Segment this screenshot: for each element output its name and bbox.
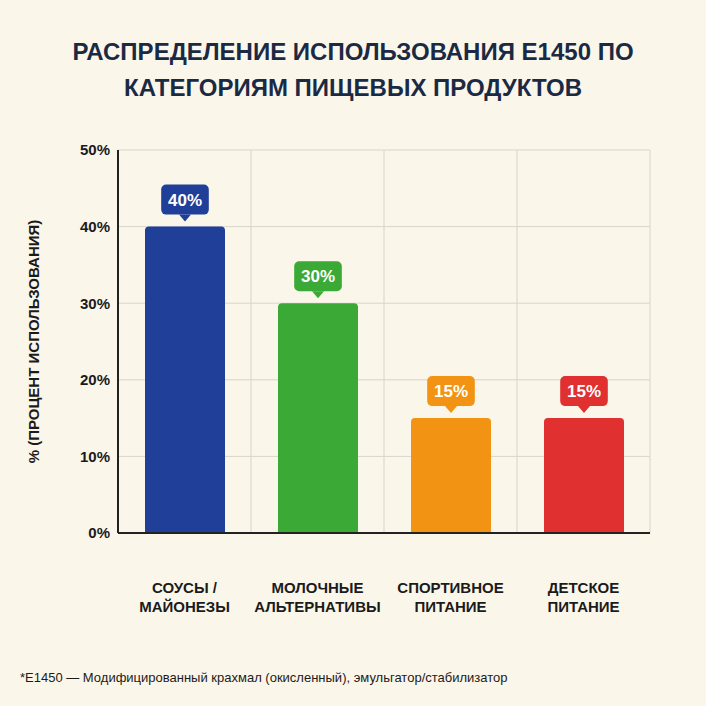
svg-text:15%: 15% xyxy=(567,382,601,401)
html-text:РАСПРЕДЕЛЕНИЕ ИСПОЛЬЗОВАНИЯ E1: РАСПРЕДЕЛЕНИЕ ИСПОЛЬЗОВАНИЯ E1450 ПО КАТ… xyxy=(72,38,634,101)
svg-text:% (ПРОЦЕНТ ИСПОЛЬЗОВАНИЯ): % (ПРОЦЕНТ ИСПОЛЬЗОВАНИЯ) xyxy=(25,220,42,464)
svg-text:20%: 20% xyxy=(80,371,110,388)
svg-text:СОУСЫ /МАЙОНЕЗЫ: СОУСЫ /МАЙОНЕЗЫ xyxy=(139,579,230,615)
svg-text:50%: 50% xyxy=(80,141,110,158)
svg-text:40%: 40% xyxy=(168,191,202,210)
svg-text:СПОРТИВНОЕПИТАНИЕ: СПОРТИВНОЕПИТАНИЕ xyxy=(397,579,503,615)
svg-text:30%: 30% xyxy=(80,295,110,312)
html-text:*E1450 — Модифицированный крах: *E1450 — Модифицированный крахмал (окисл… xyxy=(20,670,508,685)
svg-text:15%: 15% xyxy=(434,382,468,401)
svg-text:30%: 30% xyxy=(301,267,335,286)
svg-text:0%: 0% xyxy=(88,524,110,541)
svg-text:40%: 40% xyxy=(80,218,110,235)
svg-text:10%: 10% xyxy=(80,448,110,465)
svg-text:ДЕТСКОЕПИТАНИЕ: ДЕТСКОЕПИТАНИЕ xyxy=(547,579,619,615)
svg-text:МОЛОЧНЫЕАЛЬТЕРНАТИВЫ: МОЛОЧНЫЕАЛЬТЕРНАТИВЫ xyxy=(254,579,380,615)
